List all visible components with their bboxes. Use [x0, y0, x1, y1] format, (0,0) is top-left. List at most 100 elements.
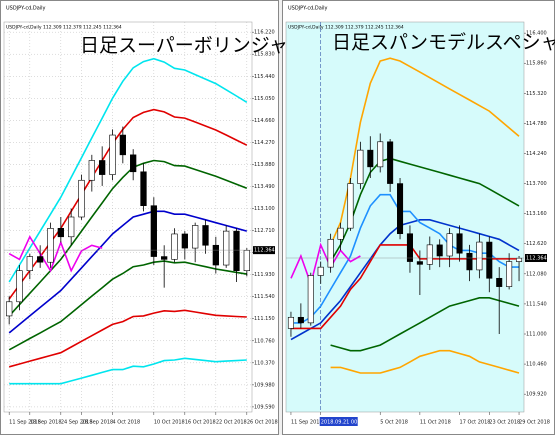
candle-body	[416, 261, 423, 265]
candle-body	[446, 233, 453, 257]
chart-title: 日足スパンモデルスペシャル	[332, 32, 555, 54]
candle-body	[377, 141, 384, 168]
candle-body	[233, 230, 240, 271]
indicator-line	[329, 57, 520, 246]
candle-body	[337, 227, 344, 240]
indicator-line	[290, 219, 520, 341]
x-tick-label: 29 Oct 2018	[519, 420, 550, 426]
chart-subheader: USDJPY-cd,Daily 112.309 112.379 112.245 …	[6, 25, 122, 31]
candle-body	[287, 316, 294, 329]
candle-body	[516, 257, 523, 262]
candle-body	[109, 134, 116, 175]
y-tick-label: 113.700	[526, 181, 547, 187]
x-tick-label: 28 Sep 2018	[82, 420, 114, 426]
candle-body	[119, 134, 126, 156]
candle-body	[243, 250, 250, 271]
x-tick-label: 11 Sep 2018	[291, 420, 323, 426]
candle-body	[47, 228, 54, 263]
indicator-line	[8, 260, 247, 351]
candle-body	[192, 225, 199, 249]
y-tick-label: 115.860	[526, 61, 547, 67]
indicator-line	[330, 297, 520, 352]
x-tick-label: 23 Oct 2018	[489, 420, 520, 426]
x-tick-label: 18 Sep 2018	[30, 420, 62, 426]
y-tick-label: 111.000	[526, 332, 547, 338]
candle-body	[99, 160, 106, 175]
y-tick-label: 110.460	[526, 362, 547, 368]
candle-body	[6, 301, 13, 317]
x-tick-label: 26 Oct 2018	[247, 420, 278, 426]
y-tick-label: 115.830	[254, 52, 275, 58]
candle-body	[130, 154, 137, 173]
chart-subheader: USDJPY-cd,Daily 112.309 112.379 112.245 …	[288, 25, 404, 31]
x-tick-label: 11 Sep 2018	[9, 420, 41, 426]
indicator-line	[329, 157, 520, 263]
y-tick-label: 114.240	[526, 151, 547, 157]
y-tick-label: 116.400	[526, 31, 547, 37]
candle-body	[486, 241, 493, 279]
candle-body	[297, 316, 304, 324]
candle-body	[171, 233, 178, 260]
plot-area	[3, 21, 253, 413]
y-tick-label: 113.160	[526, 211, 547, 217]
candle-body	[387, 141, 394, 184]
candle-body	[367, 149, 374, 168]
candle-body	[16, 270, 23, 303]
candle-body	[456, 233, 463, 254]
x-tick-label: 5 Oct 2018	[380, 420, 408, 426]
y-tick-label: 112.620	[526, 241, 547, 247]
y-tick-label: 109.980	[254, 382, 275, 388]
candle-body	[78, 179, 85, 218]
y-tick-label: 116.220	[254, 30, 275, 36]
x-tick-label: 24 Sep 2018	[61, 420, 93, 426]
y-tick-label: 110.370	[254, 360, 275, 366]
x-tick-label: 16 Oct 2018	[185, 420, 216, 426]
candle-body	[26, 256, 33, 271]
x-tick-label: 17 Oct 2018	[460, 420, 491, 426]
last-price-label: 112.364	[254, 248, 275, 254]
indicator-line	[8, 210, 248, 334]
indicator-line	[8, 57, 248, 283]
indicator-line	[8, 235, 103, 273]
y-tick-label: 111.540	[254, 294, 275, 300]
y-tick-label: 115.440	[254, 74, 275, 80]
indicator-line	[8, 159, 248, 317]
y-tick-label: 114.660	[254, 118, 275, 124]
candle-body	[397, 183, 404, 235]
y-tick-label: 115.320	[526, 91, 547, 97]
candle-body	[347, 183, 354, 229]
y-tick-label: 112.710	[254, 228, 275, 234]
y-tick-label: 109.920	[526, 392, 547, 398]
candle-body	[150, 205, 157, 257]
indicator-line	[290, 242, 361, 287]
candle-body	[88, 160, 95, 181]
candle-body	[357, 149, 364, 184]
candle-body	[37, 256, 44, 263]
x-tick-label: 2018.09.21 00:00	[321, 420, 366, 426]
candle-body	[327, 238, 334, 268]
candle-body	[57, 228, 64, 238]
y-tick-label: 110.760	[254, 338, 275, 344]
candle-body	[476, 241, 483, 271]
last-price-label: 112.364	[526, 256, 547, 262]
x-tick-label: 4 Oct 2018	[113, 420, 141, 426]
y-tick-label: 113.100	[254, 206, 275, 212]
x-tick-label: 11 Oct 2018	[420, 420, 451, 426]
candle-body	[406, 233, 413, 262]
x-highlight-box	[319, 417, 358, 426]
plot-area	[285, 21, 525, 413]
x-tick-label: 10 Oct 2018	[154, 420, 185, 426]
chart-header: USDJPY-cd,Daily	[288, 6, 328, 12]
indicator-line	[9, 357, 247, 385]
x-tick-label: 22 Oct 2018	[216, 420, 247, 426]
candle-body	[223, 230, 230, 266]
indicator-line	[8, 309, 247, 368]
candle-body	[140, 171, 147, 206]
y-tick-label: 111.150	[254, 316, 275, 322]
y-tick-label: 114.270	[254, 140, 275, 146]
candle-body	[307, 275, 314, 324]
y-tick-label: 111.930	[254, 272, 275, 278]
candle-body	[202, 225, 209, 246]
candle-body	[161, 256, 168, 260]
